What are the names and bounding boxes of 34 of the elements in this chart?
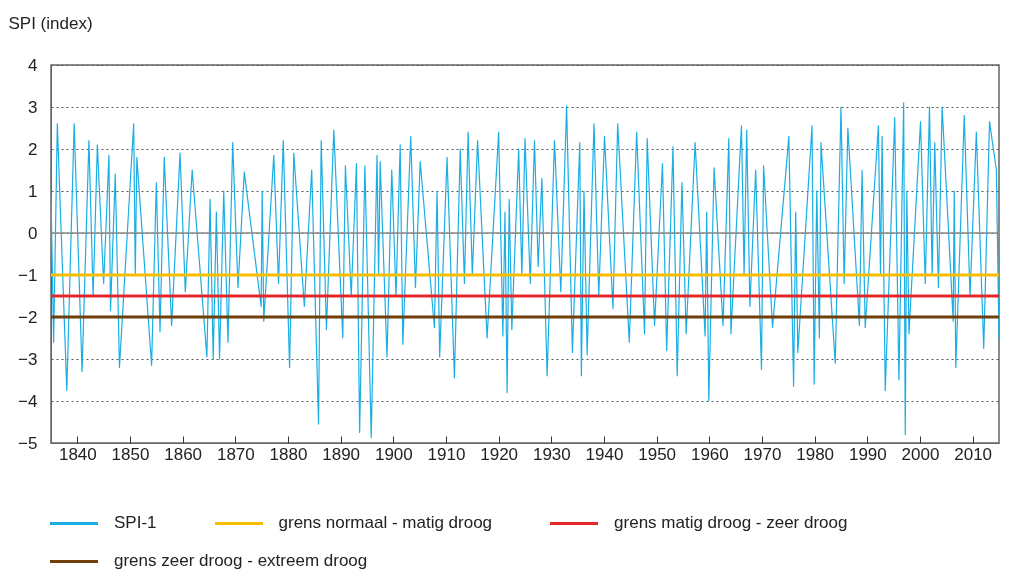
legend-label: grens zeer droog - extreem droog xyxy=(114,551,368,571)
y-tick-label: 3 xyxy=(28,97,38,117)
y-tick-label: 4 xyxy=(28,55,38,75)
x-tick-label: 1860 xyxy=(164,444,203,464)
x-tick-label: 1940 xyxy=(585,444,624,464)
x-tick-label: 1990 xyxy=(848,444,887,464)
y-axis-title: SPI (index) xyxy=(8,13,93,33)
x-tick-label: 1880 xyxy=(269,444,308,464)
x-tick-label: 1960 xyxy=(690,444,729,464)
x-tick-label: 1910 xyxy=(427,444,466,464)
y-tick-label: 0 xyxy=(28,223,38,243)
x-tick-label: 2010 xyxy=(954,444,993,464)
x-tick-label: 1980 xyxy=(796,444,835,464)
y-tick-label: 2 xyxy=(28,139,38,159)
y-tick-label: −5 xyxy=(18,433,38,453)
y-tick-label: −1 xyxy=(18,265,38,285)
x-tick-label: 1970 xyxy=(743,444,782,464)
legend-label: grens normaal - matig droog xyxy=(278,513,493,533)
x-tick-label: 1920 xyxy=(480,444,519,464)
x-tick-label: 1950 xyxy=(638,444,677,464)
x-tick-label: 1930 xyxy=(532,444,571,464)
y-tick-label: −4 xyxy=(18,391,38,411)
legend-label: grens matig droog - zeer droog xyxy=(614,513,848,533)
y-tick-label: −2 xyxy=(18,307,38,327)
x-tick-label: 1870 xyxy=(216,444,255,464)
line-series xyxy=(51,102,999,439)
x-tick-label: 2000 xyxy=(901,444,940,464)
y-tick-label: 1 xyxy=(28,181,38,201)
legend-label: SPI-1 xyxy=(114,513,157,533)
x-tick-label: 1900 xyxy=(374,444,413,464)
x-tick-label: 1840 xyxy=(58,444,97,464)
x-tick-label: 1850 xyxy=(111,444,150,464)
y-tick-label: −3 xyxy=(18,349,38,369)
x-tick-label: 1890 xyxy=(322,444,361,464)
